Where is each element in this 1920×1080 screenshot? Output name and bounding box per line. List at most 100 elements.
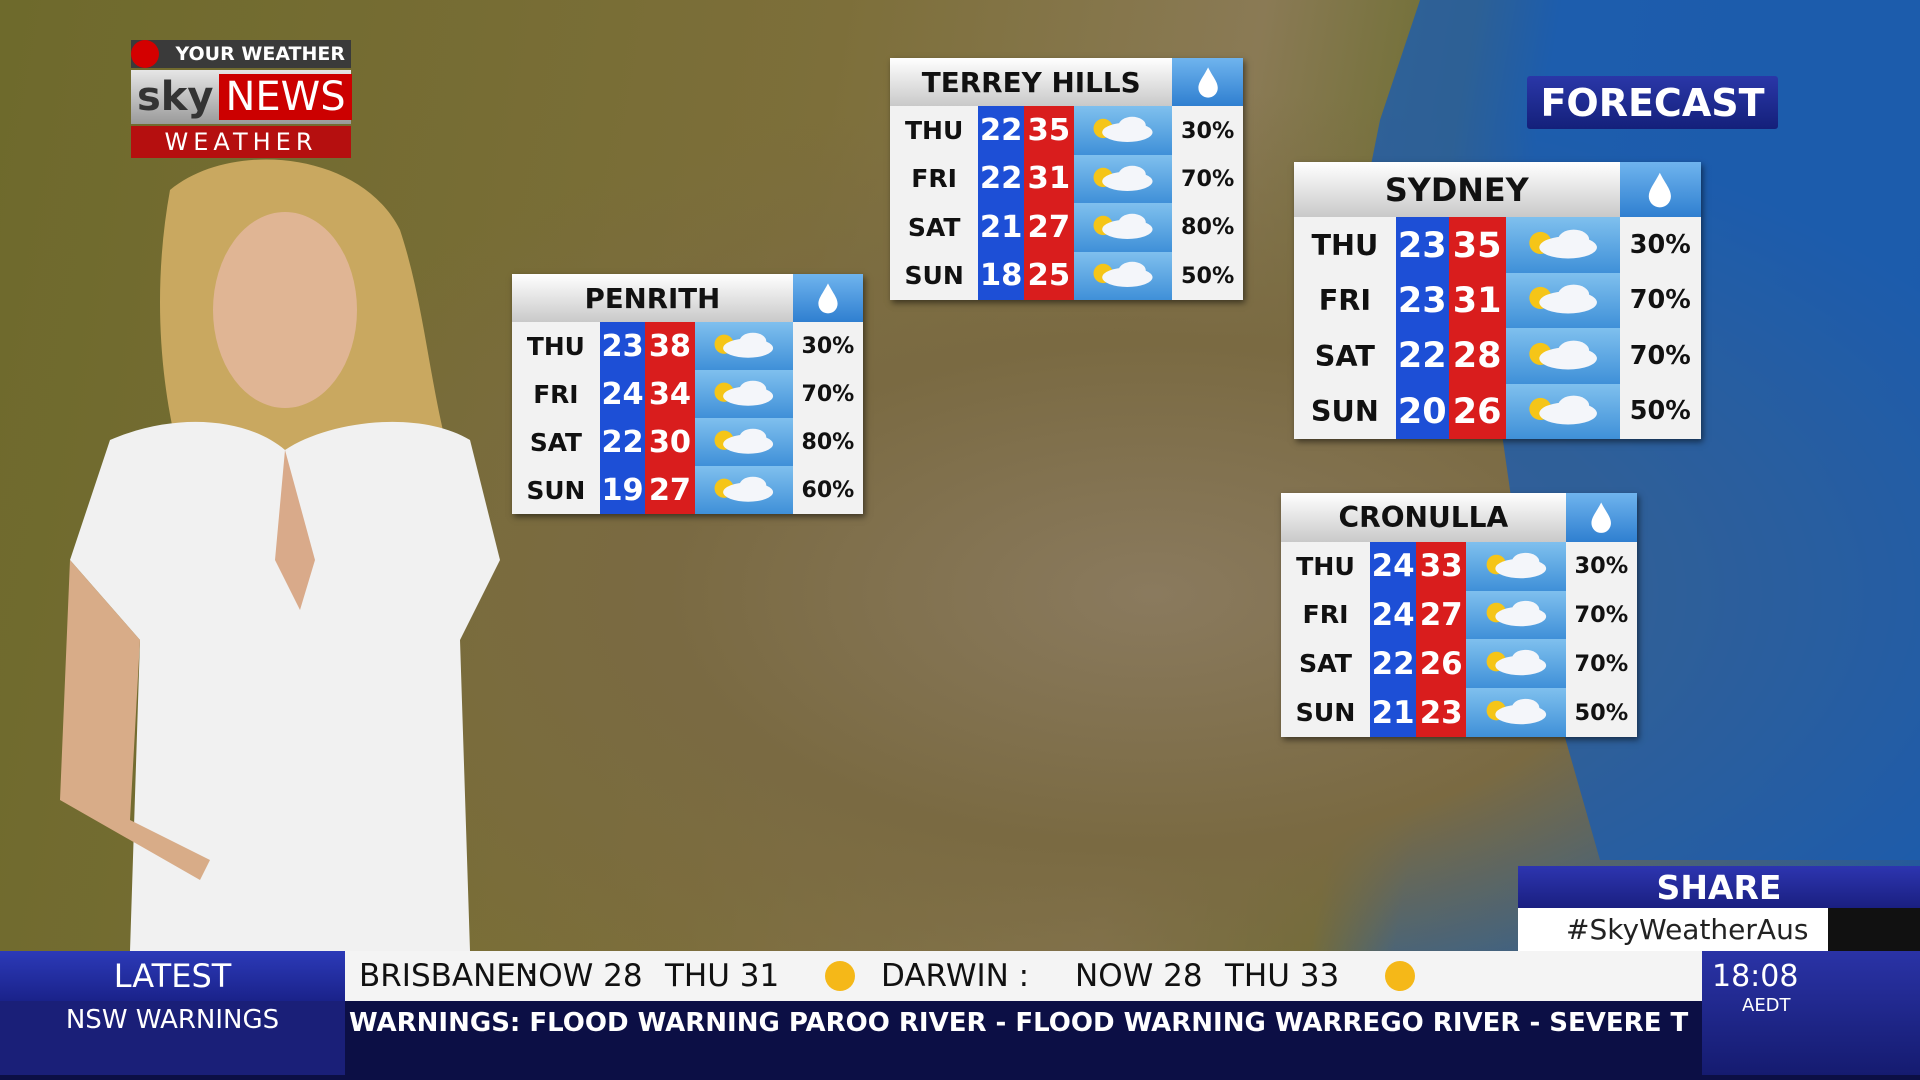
day-label: FRI <box>512 370 600 418</box>
icon-art <box>1093 165 1153 191</box>
forecast-panel: SYDNEY THU 23 35 30% FRI 23 31 70% SAT 22 28 70% SUN 2… <box>1294 162 1701 439</box>
weather-icon <box>694 466 793 514</box>
max-temp: 27 <box>1024 203 1074 252</box>
day-label: SUN <box>1294 383 1396 439</box>
weather-icon <box>694 322 793 370</box>
day-label: THU <box>890 106 979 155</box>
rain-chance: 70% <box>1619 328 1701 384</box>
ticker-day: THU 31 <box>665 958 780 994</box>
rain-header <box>792 274 863 322</box>
rain-header <box>1565 493 1637 542</box>
panel-city: SYDNEY <box>1294 162 1620 218</box>
ticker-now: NOW 28 <box>1075 958 1203 994</box>
rain-header <box>1619 162 1701 218</box>
rain-chance: 50% <box>1619 383 1701 439</box>
clock-time: 18:08 <box>1712 959 1799 994</box>
max-temp: 23 <box>1416 688 1467 737</box>
max-temp: 28 <box>1448 328 1506 384</box>
max-temp: 26 <box>1448 383 1506 439</box>
logo-sky: sky <box>137 74 214 120</box>
rain-header <box>1172 58 1243 107</box>
rain-chance: 30% <box>1619 217 1701 273</box>
day-label: FRI <box>1294 272 1396 329</box>
forecast-panel: CRONULLA THU 24 33 30% FRI 24 27 70% SAT 22 26 70% SU… <box>1281 493 1637 737</box>
rain-chance: 30% <box>792 322 863 370</box>
ticker-icon <box>1385 961 1415 991</box>
icon-art <box>1486 601 1547 627</box>
panel-city: CRONULLA <box>1281 493 1566 542</box>
logo-tag: YOUR WEATHER <box>131 40 351 68</box>
min-temp: 21 <box>978 203 1025 252</box>
ticker: LATEST NSW WARNINGS BRISBANE : NOW 28 THU … <box>0 951 1920 1080</box>
icon-art <box>1529 229 1597 259</box>
ticker-place: DARWIN : <box>881 958 1030 994</box>
max-temp: 27 <box>645 466 695 514</box>
icon-art <box>714 476 774 502</box>
min-temp: 24 <box>599 370 646 418</box>
rain-chance: 70% <box>1565 590 1637 640</box>
icon-art <box>1093 213 1153 239</box>
max-temp: 33 <box>1416 541 1467 591</box>
day-label: THU <box>1281 541 1370 591</box>
min-temp: 22 <box>978 154 1025 204</box>
day-label: SUN <box>1281 688 1370 737</box>
icon-art <box>1486 552 1547 578</box>
weather-icon <box>1466 639 1566 689</box>
rain-chance: 70% <box>792 370 863 418</box>
ticker-latest: LATEST <box>0 951 345 1001</box>
day-label: SAT <box>890 203 979 252</box>
day-label: THU <box>512 322 600 370</box>
min-temp: 24 <box>1370 541 1417 591</box>
forecast-panel: TERREY HILLS THU 22 35 30% FRI 22 31 70% SAT 21 27 8… <box>890 58 1243 300</box>
clock-zone: AEDT <box>1742 995 1791 1016</box>
ticker-section: NSW WARNINGS <box>0 1001 345 1075</box>
min-temp: 24 <box>1370 590 1417 640</box>
max-temp: 27 <box>1416 590 1467 640</box>
weather-icon <box>1505 383 1620 439</box>
min-temp: 23 <box>599 322 646 370</box>
weather-icon <box>1073 154 1173 204</box>
forecast-label: FORECAST <box>1527 76 1778 129</box>
icon-art <box>1486 650 1547 676</box>
ticker-top: BRISBANE : NOW 28 THU 31 DARWIN : NOW 28 THU … <box>345 951 1702 1001</box>
rain-chance: 70% <box>1172 154 1243 204</box>
rain-chance: 30% <box>1565 541 1637 591</box>
min-temp: 22 <box>599 418 646 466</box>
max-temp: 35 <box>1448 217 1506 273</box>
panel-city: TERREY HILLS <box>890 58 1173 107</box>
weather-icon <box>1466 541 1566 591</box>
min-temp: 23 <box>1395 217 1449 273</box>
share-box: SHARE #SkyWeatherAus <box>1518 866 1920 951</box>
icon-art <box>1093 117 1153 143</box>
max-temp: 25 <box>1024 251 1074 300</box>
logo-main: sky NEWS <box>131 70 352 124</box>
min-temp: 23 <box>1395 272 1449 329</box>
day-label: SUN <box>512 466 600 514</box>
weather-icon <box>1505 272 1620 329</box>
min-temp: 21 <box>1370 688 1417 737</box>
icon-art <box>1529 284 1597 314</box>
drop-icon <box>818 283 838 314</box>
rain-chance: 50% <box>1565 688 1637 737</box>
weather-icon <box>1505 217 1620 273</box>
logo-dot <box>131 40 159 68</box>
weather-icon <box>1466 688 1566 737</box>
share-tag: #SkyWeatherAus <box>1518 908 1828 951</box>
presenter <box>60 159 500 951</box>
day-label: FRI <box>1281 590 1370 640</box>
max-temp: 30 <box>645 418 695 466</box>
logo-weather: WEATHER <box>131 126 351 158</box>
rain-chance: 60% <box>792 466 863 514</box>
share-title: SHARE <box>1518 866 1920 908</box>
icon-art <box>1529 395 1597 425</box>
drop-icon <box>1649 173 1672 208</box>
icon-art <box>714 380 774 406</box>
clock: 18:08 AEDT <box>1702 951 1920 1075</box>
rain-chance: 80% <box>1172 203 1243 252</box>
day-label: THU <box>1294 217 1396 273</box>
rain-chance: 50% <box>1172 251 1243 300</box>
forecast-panel: PENRITH THU 23 38 30% FRI 24 34 70% SAT 22 30 80% SUN… <box>512 274 863 514</box>
ticker-icon <box>825 961 855 991</box>
drop-icon <box>1198 67 1218 98</box>
